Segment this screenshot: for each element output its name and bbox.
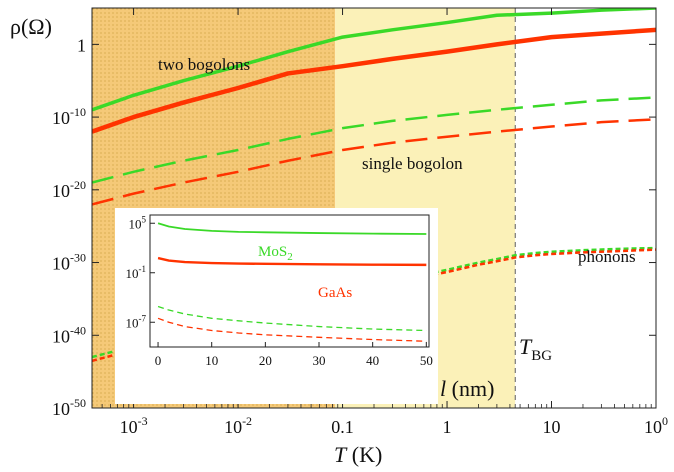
tbg-main: T	[519, 334, 533, 359]
series-0-line	[92, 8, 656, 112]
label-phonons: phonons	[578, 247, 636, 266]
inset-background	[115, 208, 438, 404]
tbg-sub: BG	[531, 348, 552, 364]
inset-label-mos2: MoS2	[258, 244, 293, 263]
x-axis-unit: (K)	[346, 442, 382, 467]
inset-label-gaas: GaAs	[318, 285, 352, 301]
y-tick-label: 10-40	[52, 323, 86, 346]
inset-mos2-main: MoS	[258, 244, 287, 260]
inset-mos2-sub: 2	[287, 251, 293, 263]
x-tick-label: 0.1	[331, 417, 354, 437]
label-single-bogolon: single bogolon	[362, 154, 463, 173]
inset-x-axis-label: l (nm)	[440, 376, 494, 401]
inset-x-tick-label: 10	[205, 353, 218, 368]
x-tick-label: 10-3	[120, 414, 148, 437]
y-tick-label: 1	[77, 35, 86, 55]
region-2	[515, 8, 656, 408]
x-axis-var: T	[334, 442, 348, 467]
y-tick-label: 10-10	[52, 105, 86, 128]
inset-frame	[149, 214, 430, 348]
x-tick-label: 10	[543, 417, 561, 437]
inset-x-var: l	[440, 376, 446, 401]
y-axis-label: ρ(Ω)	[10, 14, 52, 39]
series-1-line	[92, 27, 656, 134]
inset-x-tick-label: 40	[366, 353, 379, 368]
inset-series-0-line	[157, 222, 427, 235]
x-axis-label: T (K)	[334, 442, 382, 467]
inset-x-tick-label: 50	[420, 353, 433, 368]
x-tick-label: 100	[644, 414, 668, 437]
inset-tick-layer: 0 10 20 30 40 50 105 10-1 10-7	[126, 214, 433, 368]
y-tick-label: 10-30	[52, 251, 86, 274]
x-tick-label: 10-2	[224, 414, 252, 437]
inset-series-3-line	[157, 317, 427, 342]
tbg-label: TBG	[519, 334, 552, 364]
y-tick-label: 10-50	[52, 396, 86, 419]
inset-y-tick-label: 10-1	[126, 264, 147, 281]
inset-x-tick-label: 0	[155, 353, 162, 368]
inset-y-tick-label: 105	[129, 214, 147, 231]
inset-series-1-line	[157, 256, 427, 267]
inset-series-2-line	[157, 305, 427, 332]
inset-series-layer	[157, 222, 427, 342]
inset-x-tick-label: 30	[313, 353, 326, 368]
y-tick-label: 10-20	[52, 178, 86, 201]
tick-layer: 10-3 10-2 0.1 1 10 100110-1010-2010-3010-4010…	[52, 8, 668, 437]
series-2-line	[92, 96, 656, 184]
inset-x-tick-label: 20	[259, 353, 272, 368]
inset-y-tick-label: 10-7	[126, 313, 147, 330]
series-3-line	[92, 118, 656, 206]
x-tick-label: 1	[443, 417, 452, 437]
label-two-bogolons: two bogolons	[158, 55, 250, 74]
inset-x-unit: (nm)	[446, 376, 494, 401]
